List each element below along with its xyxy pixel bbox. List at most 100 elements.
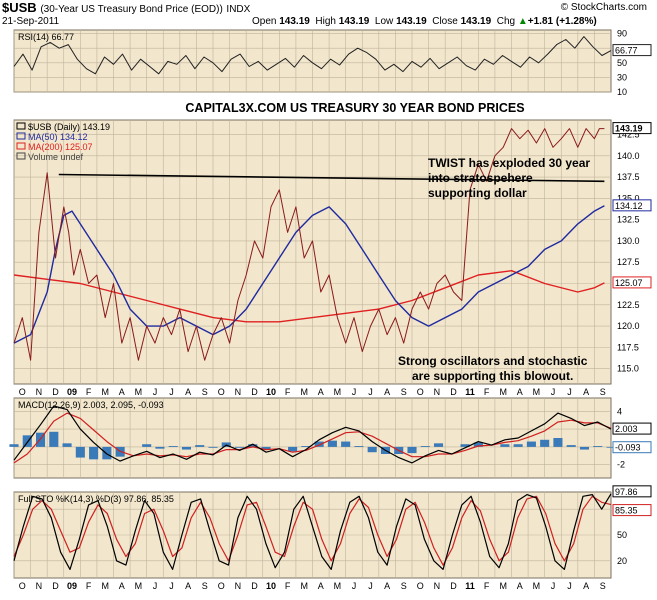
price-last-value-text: 143.19 [615,124,643,134]
chg-value: +1.81 (+1.28%) [527,16,597,27]
stochastic-tick-label: 50 [617,530,627,540]
month-label-bottom: J [368,581,373,591]
macd-histogram-bar [62,443,72,447]
macd-histogram-bar [566,445,576,447]
macd-histogram-bar [460,444,470,447]
month-label-bottom: 09 [67,581,77,591]
macd-histogram-bar [181,446,192,450]
month-label-bottom: M [101,581,109,591]
price-legend-item: $USB (Daily) 143.19 [28,122,110,132]
annotation-oscillators-line1: Strong oscillators and stochastic [398,354,588,368]
macd-line [13,405,612,464]
month-label: A [318,387,324,397]
annotation-oscillators-line2: are supporting this blowout. [412,369,573,383]
month-label-bottom: A [318,581,324,591]
month-label-bottom: A [384,581,390,591]
macd-histogram-bar [526,441,536,447]
macd-histogram-bar [593,446,603,447]
stoch-d-last-value-box [612,504,652,517]
price-legend-item: Volume undef [28,152,84,162]
stoch-d-last-value-text: 85.35 [615,506,638,516]
chg-label: Chg [496,16,516,27]
month-label: F [285,387,291,397]
price-last-value-text: 134.12 [615,201,643,211]
macd-histogram-bar [354,446,364,447]
month-label-bottom: S [401,581,407,591]
month-label: J [169,387,174,397]
high-value: 143.19 [338,16,370,27]
macd-histogram-bar [606,446,616,448]
open-value: 143.19 [279,16,310,27]
month-label-bottom: A [583,581,589,591]
macd-histogram-bar [142,444,152,447]
price-tick-label: 142.5 [617,129,640,139]
rsi-line [13,36,612,75]
macd-last-value: 2.003 [612,422,652,435]
month-label-bottom: M [135,581,143,591]
price-last-value-box [612,122,652,135]
month-label-bottom: J [153,581,158,591]
price-last-value: 134.12 [612,199,652,212]
macd-histogram-bar [513,444,523,447]
chart-title: CAPITAL3X.COM US TREASURY 30 YEAR BOND P… [185,101,524,115]
month-label-bottom: O [19,581,26,591]
ma50-line [13,205,605,344]
high-label: High [315,16,336,27]
macd-tick-label: 4 [617,406,622,416]
macd-histogram-bar [248,444,258,447]
macd-histogram-bar [208,446,218,448]
macd-histogram-bar [500,444,510,447]
macd-histogram-bar [155,446,165,449]
month-label-bottom: D [251,581,258,591]
month-label-bottom: J [169,581,174,591]
month-label-bottom: D [52,581,59,591]
month-label-bottom: S [202,581,208,591]
macd-histogram-bar [9,444,19,447]
macd-histogram-bar [341,441,351,447]
macd-hist-last-value: -0.093 [612,441,652,454]
macd-histogram-bar [49,431,59,447]
month-label: F [484,387,490,397]
month-label: 09 [67,387,77,397]
macd-histogram-bar [22,435,32,447]
price-tick-label: 115.0 [617,364,639,374]
macd-histogram-bar [327,440,337,447]
month-label-bottom: M [300,581,308,591]
macd-histogram-bar [102,446,112,460]
month-label: A [517,387,523,397]
low-label: Low [374,16,394,27]
rsi-last-value: 66.77 [612,44,652,57]
annotation-twist-line2: into stratospehere [428,171,533,185]
month-label-bottom: J [551,581,556,591]
price-last-value-text: 125.07 [615,278,643,288]
month-label-bottom: F [484,581,490,591]
macd-histogram-bar [89,446,99,460]
month-label-bottom: J [352,581,357,591]
stoch-d-last-value: 85.35 [612,504,652,517]
price-tick-label: 135.0 [617,193,640,203]
rsi-legend: RSI(14) 66.77 [18,32,74,42]
macd-histogram-bar [314,441,324,447]
month-label-bottom: M [334,581,342,591]
legend-swatch [16,142,26,150]
month-label: N [434,387,441,397]
macd-histogram-bar [75,446,85,458]
symbol-description: (30-Year US Treasury Bond Price (EOD)) [40,4,223,15]
price-last-value-box [612,199,652,212]
macd-signal-line [13,412,612,464]
macd-histogram-bar [420,446,430,447]
month-label: M [533,387,541,397]
price-tick-label: 122.5 [617,300,640,310]
exchange-label: INDX [226,4,251,15]
month-label: 10 [266,387,276,397]
month-label-bottom: A [185,581,191,591]
month-label: D [450,387,457,397]
brand-label[interactable]: © StockCharts.com [560,2,647,13]
macd-last-value-text: 2.003 [615,424,638,434]
month-label: J [551,387,556,397]
rsi-tick-label: 30 [617,72,627,82]
macd-histogram-bar [540,439,550,447]
annotation-twist-line3: supporting dollar [428,186,527,200]
month-label: N [235,387,242,397]
